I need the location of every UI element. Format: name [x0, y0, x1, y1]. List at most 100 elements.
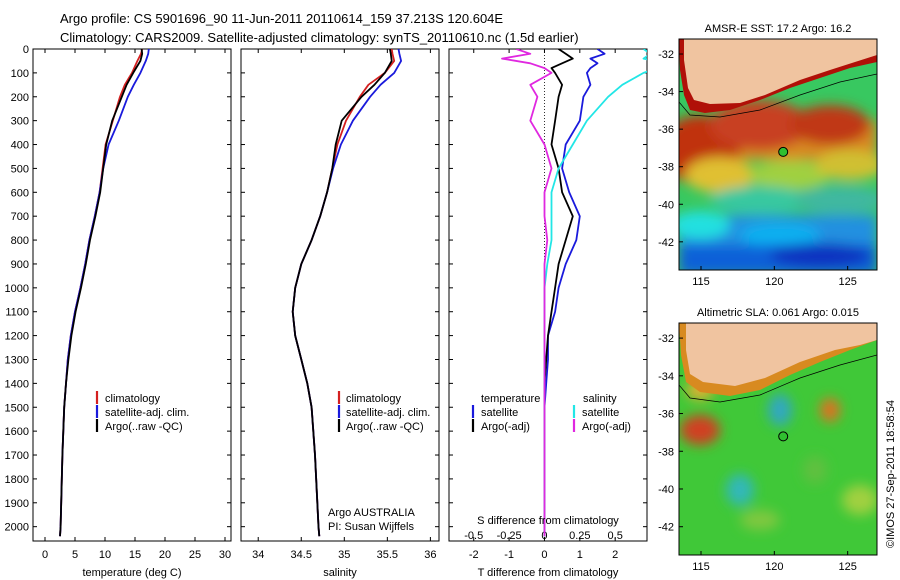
argo-australia-label: Argo AUSTRALIA: [328, 507, 415, 519]
map-y-tick-label: -36: [658, 124, 674, 136]
legend-s-satellite: satellite: [582, 407, 619, 419]
y-tick-label: 600: [11, 187, 29, 199]
plot-frame: [448, 48, 648, 542]
plot-frame: [240, 48, 440, 542]
legend-s-argo: Argo(-adj): [582, 421, 631, 433]
plot-frame: [32, 48, 232, 542]
x-tick-label: 0: [541, 549, 547, 561]
imos-timestamp: ©IMOS 27-Sep-2011 18:58:54: [885, 400, 897, 548]
series-line-satellite-adj-clim: [291, 49, 403, 537]
series-line-satellite-adj-clim: [59, 49, 150, 537]
map-x-tick-label: 115: [692, 561, 710, 573]
y-tick-label: 1300: [5, 354, 29, 366]
x-tick-label: 15: [129, 549, 141, 561]
y-tick-label: 1700: [5, 450, 29, 462]
series-line-climatology: [291, 49, 396, 537]
y-tick-label: 1800: [5, 474, 29, 486]
series-line-temperature-satellite: [543, 49, 606, 537]
map-y-tick-label: -42: [658, 237, 674, 249]
sla-map-title: Altimetric SLA: 0.061 Argo: 0.015: [697, 307, 859, 319]
x-tick-label: 0: [42, 549, 48, 561]
sst-map: [679, 39, 877, 270]
map-y-tick-label: -40: [658, 199, 674, 211]
legend-t-satellite: satellite: [481, 407, 518, 419]
x-tick-label: 20: [159, 549, 171, 561]
map-x-tick-label: 125: [838, 561, 856, 573]
x-tick-label: 35: [338, 549, 350, 561]
sla-map: [679, 323, 877, 555]
sla-map-ticks: 115 120 125 -32 -34 -36 -38 -40 -42: [658, 333, 857, 573]
s-difference-axis-label: S difference from climatology: [477, 515, 619, 527]
legend-satellite: satellite-adj. clim.: [346, 407, 430, 419]
sst-float-marker: [778, 146, 789, 157]
series-line-climatology: [59, 49, 144, 537]
y-tick-label: 1900: [5, 498, 29, 510]
map-y-tick-label: -32: [658, 49, 674, 61]
header-line-1: Argo profile: CS 5901696_90 11-Jun-2011 …: [60, 11, 503, 26]
y-tick-label: 1000: [5, 283, 29, 295]
y-tick-label: 900: [11, 259, 29, 271]
sst-map-title: AMSR-E SST: 17.2 Argo: 16.2: [705, 23, 852, 35]
x-tick-label: 36: [424, 549, 436, 561]
map-y-tick-label: -34: [658, 371, 674, 383]
sst-map-ticks: 115 120 125 -32 -34 -36 -38 -40 -42: [658, 49, 857, 288]
y-tick-label: 1500: [5, 402, 29, 414]
y-tick-label: 800: [11, 235, 29, 247]
map-x-tick-label: 120: [765, 276, 783, 288]
sst-map-frame: [678, 38, 878, 271]
legend-satellite: satellite-adj. clim.: [105, 407, 189, 419]
x-tick-label: 34: [252, 549, 264, 561]
y-tick-label: 1100: [5, 307, 29, 319]
series-line-salinity-argo-adj: [501, 49, 553, 537]
legend-climatology: climatology: [346, 393, 402, 405]
x-tick-label: 1: [577, 549, 583, 561]
map-y-tick-label: -38: [658, 446, 674, 458]
legend-t-argo: Argo(-adj): [481, 421, 530, 433]
map-y-tick-label: -34: [658, 87, 674, 99]
legend-temperature-title: temperature: [481, 393, 540, 405]
y-tick-label: 1400: [5, 378, 29, 390]
y-tick-label: 700: [11, 211, 29, 223]
x-tick-label: 5: [72, 549, 78, 561]
legend-salinity-title: salinity: [583, 393, 617, 405]
map-x-tick-label: 120: [765, 561, 783, 573]
temperature-panel: 0100200300400500600700800900100011001200…: [5, 44, 232, 561]
salinity-axis-label: salinity: [323, 567, 357, 579]
sla-map-frame: [678, 322, 878, 556]
map-y-tick-label: -40: [658, 484, 674, 496]
y-tick-label: 500: [11, 163, 29, 175]
y-tick-label: 1200: [5, 331, 29, 343]
x-tick-label: 25: [189, 549, 201, 561]
legend-argo: Argo(..raw -QC): [105, 421, 183, 433]
x-tick-label: 34.5: [291, 549, 312, 561]
y-tick-label: 1600: [5, 426, 29, 438]
x2-tick-label: 0.25: [569, 530, 590, 542]
map-y-tick-label: -38: [658, 162, 674, 174]
map-x-tick-label: 115: [692, 276, 710, 288]
x2-tick-label: 0.5: [608, 530, 623, 542]
x2-tick-label: -0.5: [464, 530, 483, 542]
y-tick-label: 200: [11, 92, 29, 104]
map-x-tick-label: 125: [838, 276, 856, 288]
legend-climatology: climatology: [105, 393, 161, 405]
temperature-axis-label: temperature (deg C): [82, 567, 181, 579]
pi-label: PI: Susan Wijffels: [328, 521, 414, 533]
salinity-panel: 34 34.5 35 35.5 36: [240, 48, 440, 561]
header-line-2: Climatology: CARS2009. Satellite-adjuste…: [60, 30, 579, 45]
x2-tick-label: -0.25: [497, 530, 522, 542]
x-tick-label: 10: [99, 549, 111, 561]
salinity-legend: climatology satellite-adj. clim. Argo(..…: [337, 391, 430, 433]
y-tick-label: 2000: [5, 522, 29, 534]
series-line-argo-raw-qc: [59, 49, 144, 537]
y-tick-label: 400: [11, 140, 29, 152]
map-y-tick-label: -32: [658, 333, 674, 345]
difference-legend: temperature salinity satellite Argo(-adj…: [471, 393, 631, 433]
temperature-legend: climatology satellite-adj. clim. Argo(..…: [95, 391, 189, 433]
y-tick-label: 0: [23, 44, 29, 56]
x-tick-label: -1: [504, 549, 514, 561]
x-tick-label: 2: [612, 549, 618, 561]
map-y-tick-label: -42: [658, 522, 674, 534]
map-y-tick-label: -36: [658, 409, 674, 421]
